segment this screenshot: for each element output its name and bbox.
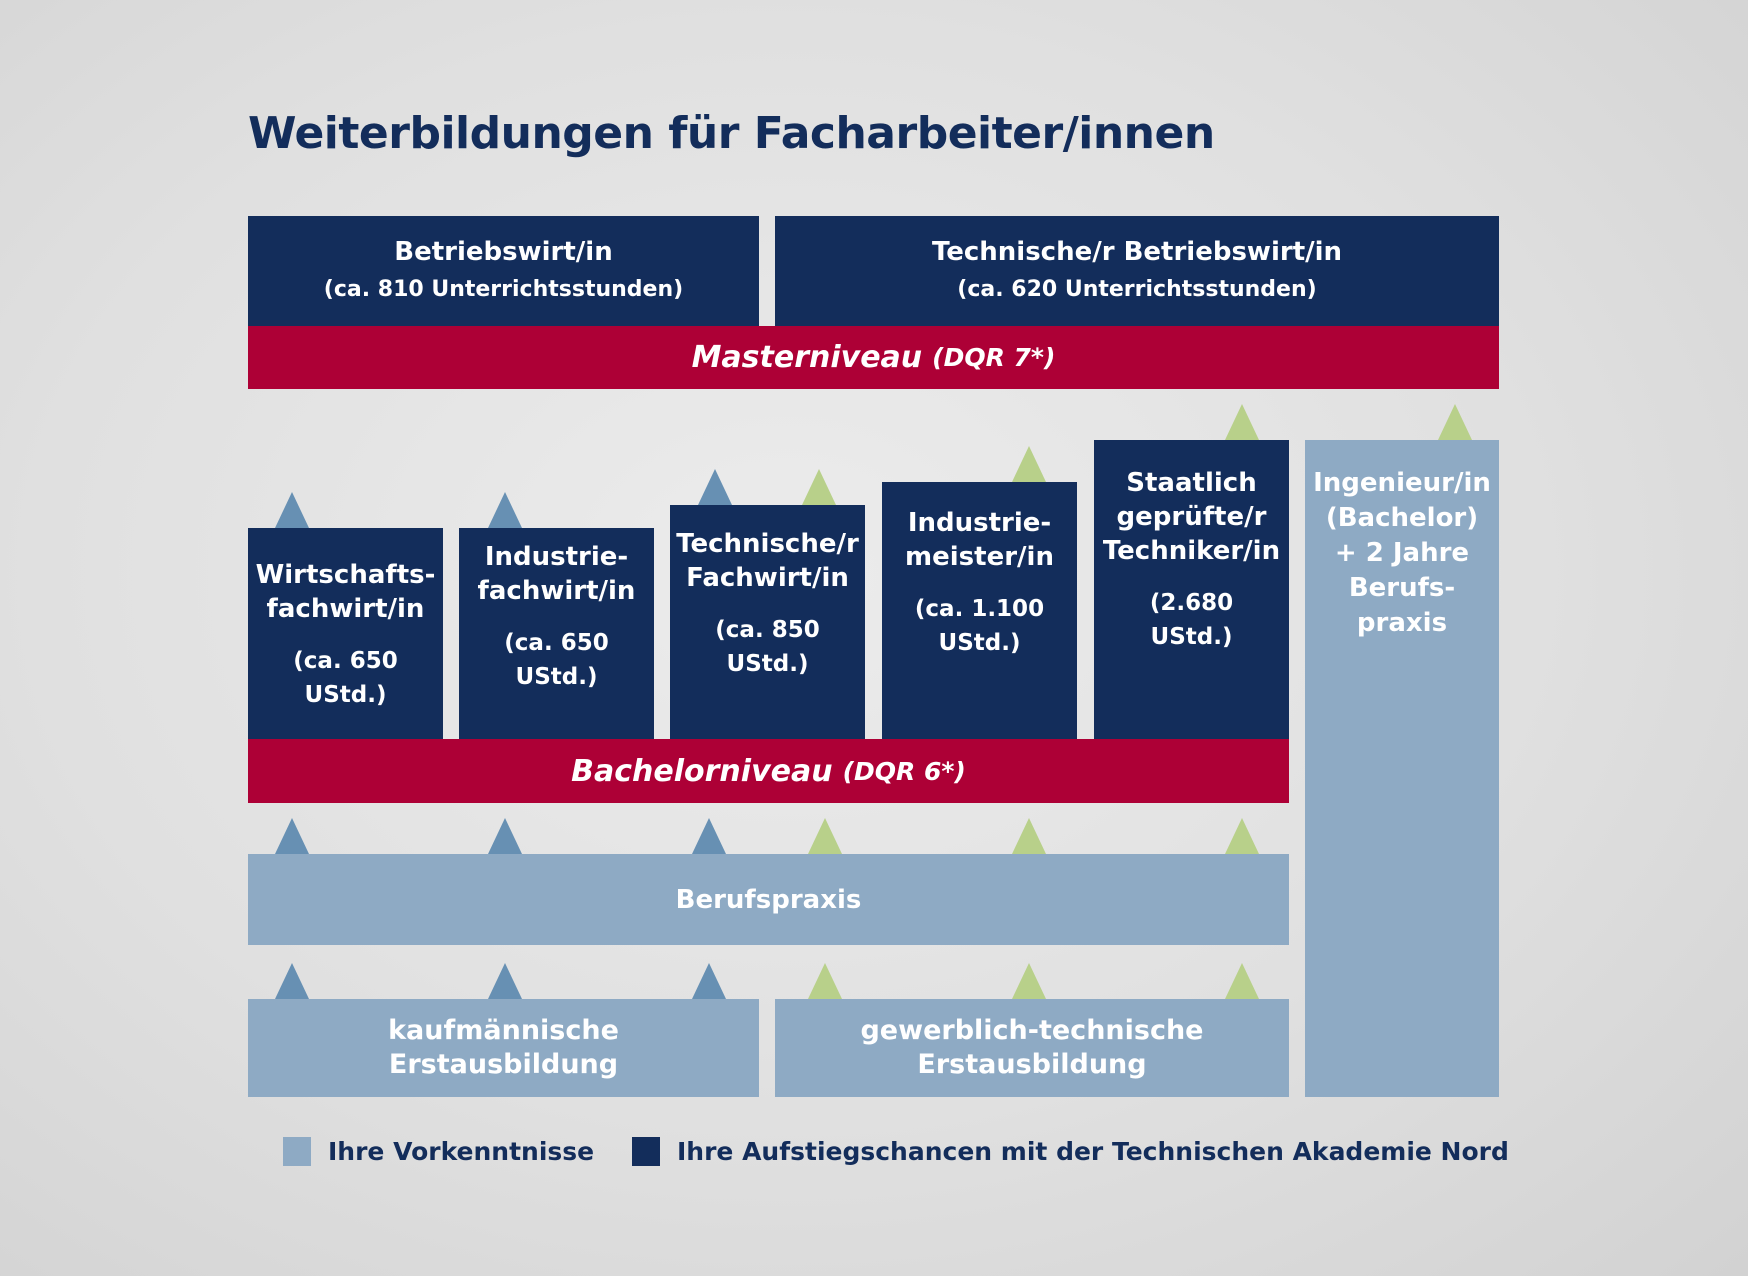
arrow-up-icon	[488, 963, 522, 999]
col-title-line: meister/in	[905, 542, 1054, 572]
arrow-up-icon	[1225, 818, 1259, 854]
col-title-line: Staatlich	[1126, 468, 1257, 498]
box-hours: (ca. 620 Unterrichtsstunden)	[957, 277, 1317, 302]
basic-line: Erstausbildung	[917, 1049, 1147, 1080]
engineer-line: Ingenieur/in	[1313, 468, 1491, 498]
col-title-line: geprüfte/r	[1116, 502, 1267, 532]
col-hours: UStd.)	[1150, 624, 1233, 650]
technischer-betriebswirt-box: Technische/r Betriebswirt/in (ca. 620 Un…	[775, 216, 1499, 326]
arrow-up-icon	[1012, 446, 1046, 482]
arrow-up-icon	[692, 818, 726, 854]
engineer-line: Berufs-	[1348, 573, 1456, 603]
col-hours: (2.680	[1149, 590, 1234, 616]
arrow-up-icon	[275, 818, 309, 854]
basic-line: Erstausbildung	[388, 1049, 619, 1080]
arrow-up-icon	[1438, 404, 1472, 440]
legend-swatch-vorkenntnisse	[283, 1137, 311, 1166]
ingenieur-box: Ingenieur/in (Bachelor) + 2 Jahre Berufs…	[1305, 440, 1499, 1097]
arrow-up-icon	[1012, 963, 1046, 999]
arrow-up-icon	[1225, 963, 1259, 999]
col-title-line: Technische/r	[676, 529, 859, 559]
arrow-up-icon	[1012, 818, 1046, 854]
box-title: Technische/r Betriebswirt/in	[931, 237, 1343, 267]
engineer-line: (Bachelor)	[1325, 503, 1479, 533]
berufspraxis-box: Berufspraxis	[248, 854, 1289, 945]
industriefachwirt-box: Industrie- fachwirt/in (ca. 650 UStd.)	[459, 528, 654, 739]
arrow-up-icon	[692, 963, 726, 999]
arrow-up-icon	[808, 818, 842, 854]
arrow-up-icon	[488, 492, 522, 528]
level-label: Masterniveau	[691, 340, 923, 375]
legend-label: Ihre Vorkenntnisse	[328, 1137, 595, 1166]
industriemeister-box: Industrie- meister/in (ca. 1.100 UStd.)	[882, 482, 1077, 739]
box-hours: (ca. 810 Unterrichtsstunden)	[323, 277, 684, 302]
col-title-line: Industrie-	[907, 508, 1052, 538]
basic-line: gewerblich-technische	[860, 1015, 1204, 1046]
master-level-band: Masterniveau (DQR 7*)	[248, 326, 1499, 389]
engineer-line: praxis	[1356, 608, 1448, 638]
engineer-line: + 2 Jahre	[1334, 538, 1470, 568]
col-title-line: fachwirt/in	[266, 594, 425, 624]
technischer-fachwirt-box: Technische/r Fachwirt/in (ca. 850 UStd.)	[670, 505, 865, 739]
col-title-line: Fachwirt/in	[686, 563, 849, 593]
col-hours: (ca. 650	[293, 648, 398, 674]
wirtschaftsfachwirt-box: Wirtschafts- fachwirt/in (ca. 650 UStd.)	[248, 528, 443, 739]
berufspraxis-label: Berufspraxis	[675, 884, 862, 915]
arrow-up-icon	[275, 492, 309, 528]
bachelor-level-band: Bachelorniveau (DQR 6*)	[248, 739, 1289, 803]
dqr-label: (DQR 6*)	[842, 756, 966, 786]
legend-swatch-aufstiegschancen	[632, 1137, 660, 1166]
basic-line: kaufmännische	[388, 1015, 619, 1046]
techniker-box: Staatlich geprüfte/r Techniker/in (2.680…	[1094, 440, 1289, 739]
legend-label: Ihre Aufstiegschancen mit der Technische…	[677, 1137, 1509, 1166]
arrow-up-icon	[488, 818, 522, 854]
page-title: Weiterbildungen für Facharbeiter/innen	[248, 108, 1215, 159]
arrow-up-icon	[1225, 404, 1259, 440]
arrow-up-icon	[808, 963, 842, 999]
col-hours: (ca. 850	[715, 617, 820, 643]
gewerblich-technische-erstausbildung-box: gewerblich-technische Erstausbildung	[775, 999, 1289, 1097]
col-hours: UStd.)	[304, 682, 387, 708]
level-label: Bachelorniveau	[571, 753, 833, 789]
kaufmaennische-erstausbildung-box: kaufmännische Erstausbildung	[248, 999, 759, 1097]
col-hours: UStd.)	[726, 651, 809, 677]
col-title-line: Wirtschafts-	[255, 560, 436, 590]
col-title-line: Industrie-	[484, 542, 629, 572]
dqr-label: (DQR 7*)	[932, 343, 1056, 372]
betriebswirt-box: Betriebswirt/in (ca. 810 Unterrichtsstun…	[248, 216, 759, 326]
col-hours: (ca. 650	[504, 630, 609, 656]
col-title-line: Techniker/in	[1102, 536, 1281, 566]
col-hours: UStd.)	[938, 630, 1021, 656]
col-title-line: fachwirt/in	[477, 576, 636, 606]
col-hours: (ca. 1.100	[914, 596, 1045, 622]
col-hours: UStd.)	[515, 664, 598, 690]
arrow-up-icon	[698, 469, 732, 505]
box-title: Betriebswirt/in	[394, 237, 613, 267]
arrow-up-icon	[802, 469, 836, 505]
arrow-up-icon	[275, 963, 309, 999]
